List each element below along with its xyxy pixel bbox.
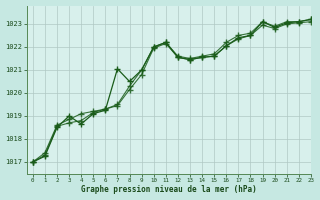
X-axis label: Graphe pression niveau de la mer (hPa): Graphe pression niveau de la mer (hPa) — [81, 185, 257, 194]
